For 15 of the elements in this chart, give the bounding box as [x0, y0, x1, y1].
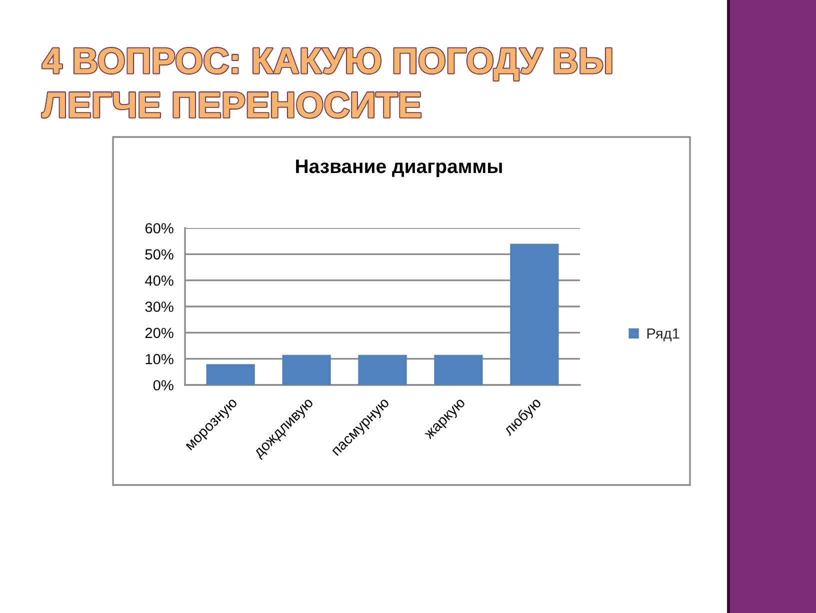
bar	[434, 354, 483, 385]
y-tick-label: 30%	[145, 302, 174, 312]
bar	[206, 364, 255, 385]
chart-subtitle: Название диаграммы	[296, 160, 502, 178]
y-tick-label: 40%	[145, 275, 174, 286]
y-tick-label: 50%	[145, 249, 174, 260]
bar	[510, 244, 559, 385]
bar	[282, 354, 331, 385]
y-tick-label: 0%	[153, 380, 174, 390]
y-tick-label: 60%	[145, 223, 174, 234]
legend-label: Ряд1	[647, 328, 680, 342]
y-tick-label: 10%	[146, 354, 174, 364]
bar	[358, 354, 407, 385]
chart-title: 4 ВОПРОС: КАКУЮ ПОГОДУ ВЫ ЛЕГЧЕ ПЕРЕНОСИТЕ	[42, 48, 612, 118]
y-tick-label: 20%	[145, 328, 174, 338]
